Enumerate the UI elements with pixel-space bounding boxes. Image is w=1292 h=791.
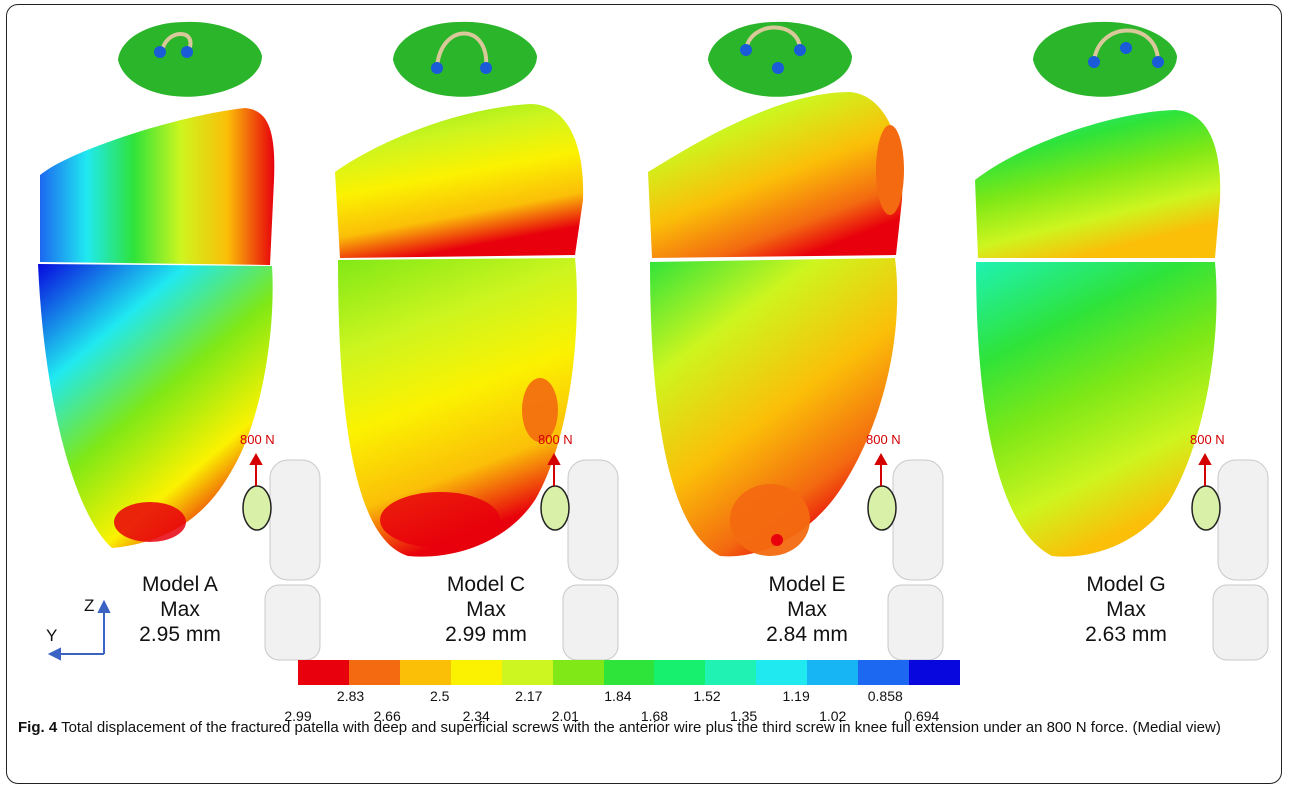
- color-scale-segment: [756, 660, 808, 685]
- scale-tick-lower: 0.694: [904, 708, 940, 724]
- scale-tick-lower: 2.01: [551, 708, 579, 724]
- force-label-a: 800 N: [240, 432, 275, 447]
- force-label-e: 800 N: [866, 432, 901, 447]
- model-g-label: Model G Max 2.63 mm: [1036, 572, 1216, 647]
- scale-tick-lower: 1.68: [640, 708, 669, 724]
- model-g-graphic: [975, 21, 1221, 557]
- color-scale-segment: [807, 660, 859, 685]
- model-g-name: Model G: [1086, 573, 1166, 596]
- model-c-label: Model C Max 2.99 mm: [396, 572, 576, 647]
- figure-caption: Fig. 4 Total displacement of the fractur…: [18, 717, 1268, 739]
- z-axis-label: Z: [84, 596, 95, 615]
- scale-tick-upper: 1.84: [604, 688, 632, 704]
- color-scale-segment: [654, 660, 706, 685]
- caption-label: Fig. 4: [18, 719, 58, 736]
- color-scale-segment: [705, 660, 757, 685]
- model-c-max-label: Max: [466, 598, 506, 621]
- color-scale-segment: [348, 660, 400, 685]
- force-label-g: 800 N: [1190, 432, 1225, 447]
- model-a-graphic: [38, 21, 275, 548]
- y-axis-label: Y: [46, 626, 58, 645]
- scale-tick-lower: 2.66: [373, 708, 401, 724]
- color-scale-bar: [298, 660, 960, 685]
- scale-tick-upper: 2.17: [515, 688, 543, 704]
- model-a-max-value: 2.95 mm: [139, 623, 221, 646]
- color-scale-segment: [450, 660, 502, 685]
- color-scale-segment: [552, 660, 604, 685]
- force-label-c: 800 N: [538, 432, 573, 447]
- scale-tick-upper: 0.858: [867, 688, 903, 704]
- patella-insets: [242, 485, 1221, 531]
- model-e-label: Model E Max 2.84 mm: [717, 572, 897, 647]
- force-arrows: [249, 452, 1212, 486]
- color-scale-segment: [603, 660, 655, 685]
- scale-tick-lower: 1.02: [819, 708, 847, 724]
- model-c-max-value: 2.99 mm: [445, 623, 527, 646]
- scale-tick-upper: 2.5: [429, 688, 450, 704]
- axis-triad: [47, 599, 111, 661]
- model-g-max-label: Max: [1106, 598, 1146, 621]
- model-a-name: Model A: [142, 573, 218, 596]
- model-a-label: Model A Max 2.95 mm: [90, 572, 270, 647]
- scale-tick-upper: 1.19: [782, 688, 810, 704]
- color-scale-segment: [858, 660, 910, 685]
- model-c-graphic: [335, 21, 584, 557]
- scale-tick-upper: 2.83: [336, 688, 365, 704]
- model-e-max-label: Max: [787, 598, 827, 621]
- caption-text: Total displacement of the fractured pate…: [57, 719, 1221, 736]
- model-e-max-value: 2.84 mm: [766, 623, 848, 646]
- model-e-name: Model E: [768, 573, 846, 596]
- color-scale-segment: [501, 660, 553, 685]
- model-a-max-label: Max: [160, 598, 200, 621]
- scale-tick-lower: 2.34: [462, 708, 490, 724]
- color-scale-segment: [298, 660, 349, 685]
- model-g-max-value: 2.63 mm: [1085, 623, 1167, 646]
- model-c-name: Model C: [446, 573, 526, 596]
- color-scale-segment: [399, 660, 451, 685]
- scale-tick-upper: 1.52: [693, 688, 721, 704]
- scale-tick-lower: 2.99: [284, 708, 312, 724]
- color-scale-segment: [909, 660, 960, 685]
- scale-tick-lower: 1.35: [729, 708, 758, 724]
- model-e-graphic: [648, 21, 904, 557]
